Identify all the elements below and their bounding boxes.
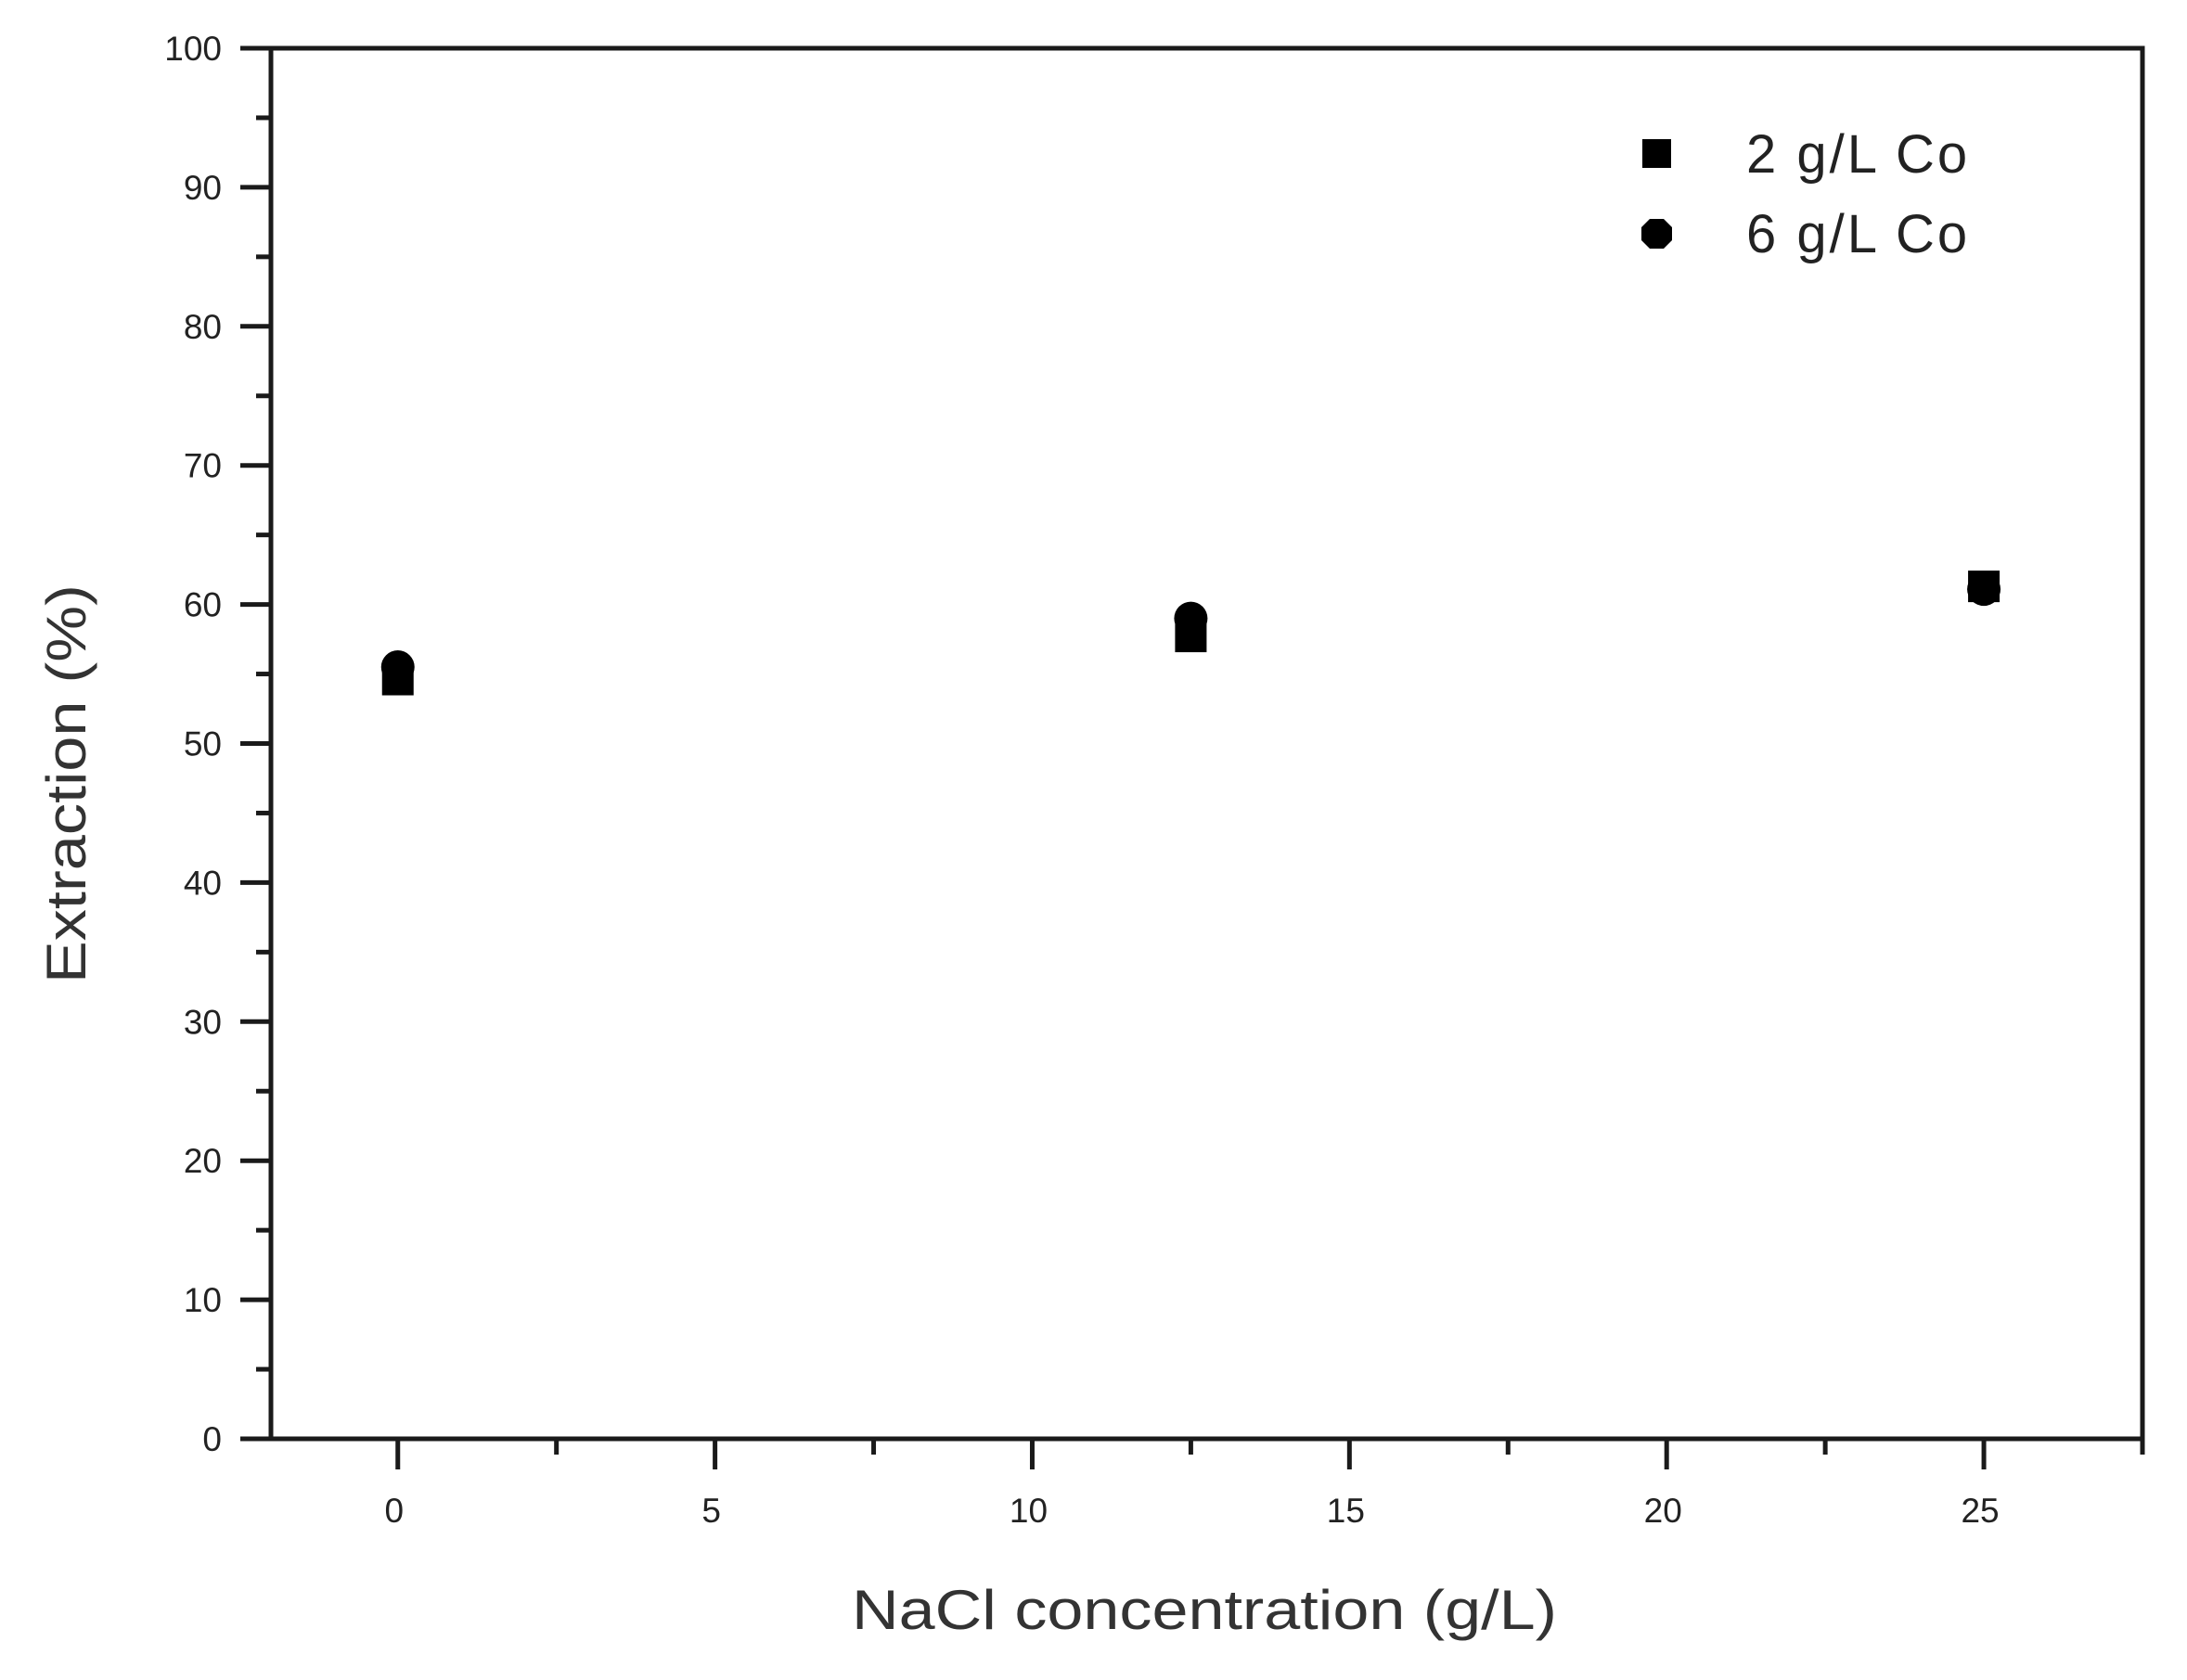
- x-tick-label: 0: [384, 1492, 404, 1530]
- y-tick-label: 50: [184, 725, 222, 763]
- y-axis-title: Extraction (%): [35, 584, 97, 983]
- data-series: [380, 571, 2001, 696]
- y-tick-label: 20: [184, 1142, 222, 1180]
- legend-label-6gl: 6 g/L Co: [1746, 204, 1970, 264]
- y-tick-label: 40: [184, 864, 222, 902]
- data-point-square: [1175, 621, 1207, 653]
- legend: 2 g/L Co 6 g/L Co: [1641, 124, 1970, 264]
- y-tick-label: 90: [184, 169, 222, 207]
- x-tick-label: 25: [1961, 1492, 1999, 1530]
- x-axis-title: NaCl concentration (g/L): [852, 1579, 1557, 1641]
- x-tick-label: 15: [1327, 1492, 1365, 1530]
- legend-square-marker-icon: [1642, 139, 1671, 168]
- y-tick-label: 60: [184, 586, 222, 624]
- y-tick-label: 100: [164, 30, 222, 68]
- legend-circle-marker-icon: [1641, 219, 1672, 249]
- series-square: [381, 571, 2000, 696]
- y-tick-label: 30: [184, 1003, 222, 1041]
- x-tick-label: 20: [1644, 1492, 1682, 1530]
- y-tick-label: 0: [202, 1420, 222, 1458]
- data-point-square: [381, 663, 414, 696]
- legend-label-2gl: 2 g/L Co: [1746, 124, 1970, 185]
- data-point-square: [1968, 571, 2000, 603]
- x-tick-label: 10: [1010, 1492, 1048, 1530]
- y-axis-ticks: 0 10 20 30 40 50 60 70 80 90 100: [164, 30, 271, 1458]
- y-tick-label: 70: [184, 447, 222, 485]
- x-axis-ticks: 0 5 10 15 20 25: [384, 1439, 2145, 1530]
- y-tick-label: 10: [184, 1281, 222, 1319]
- y-tick-label: 80: [184, 308, 222, 346]
- x-tick-label: 5: [701, 1492, 721, 1530]
